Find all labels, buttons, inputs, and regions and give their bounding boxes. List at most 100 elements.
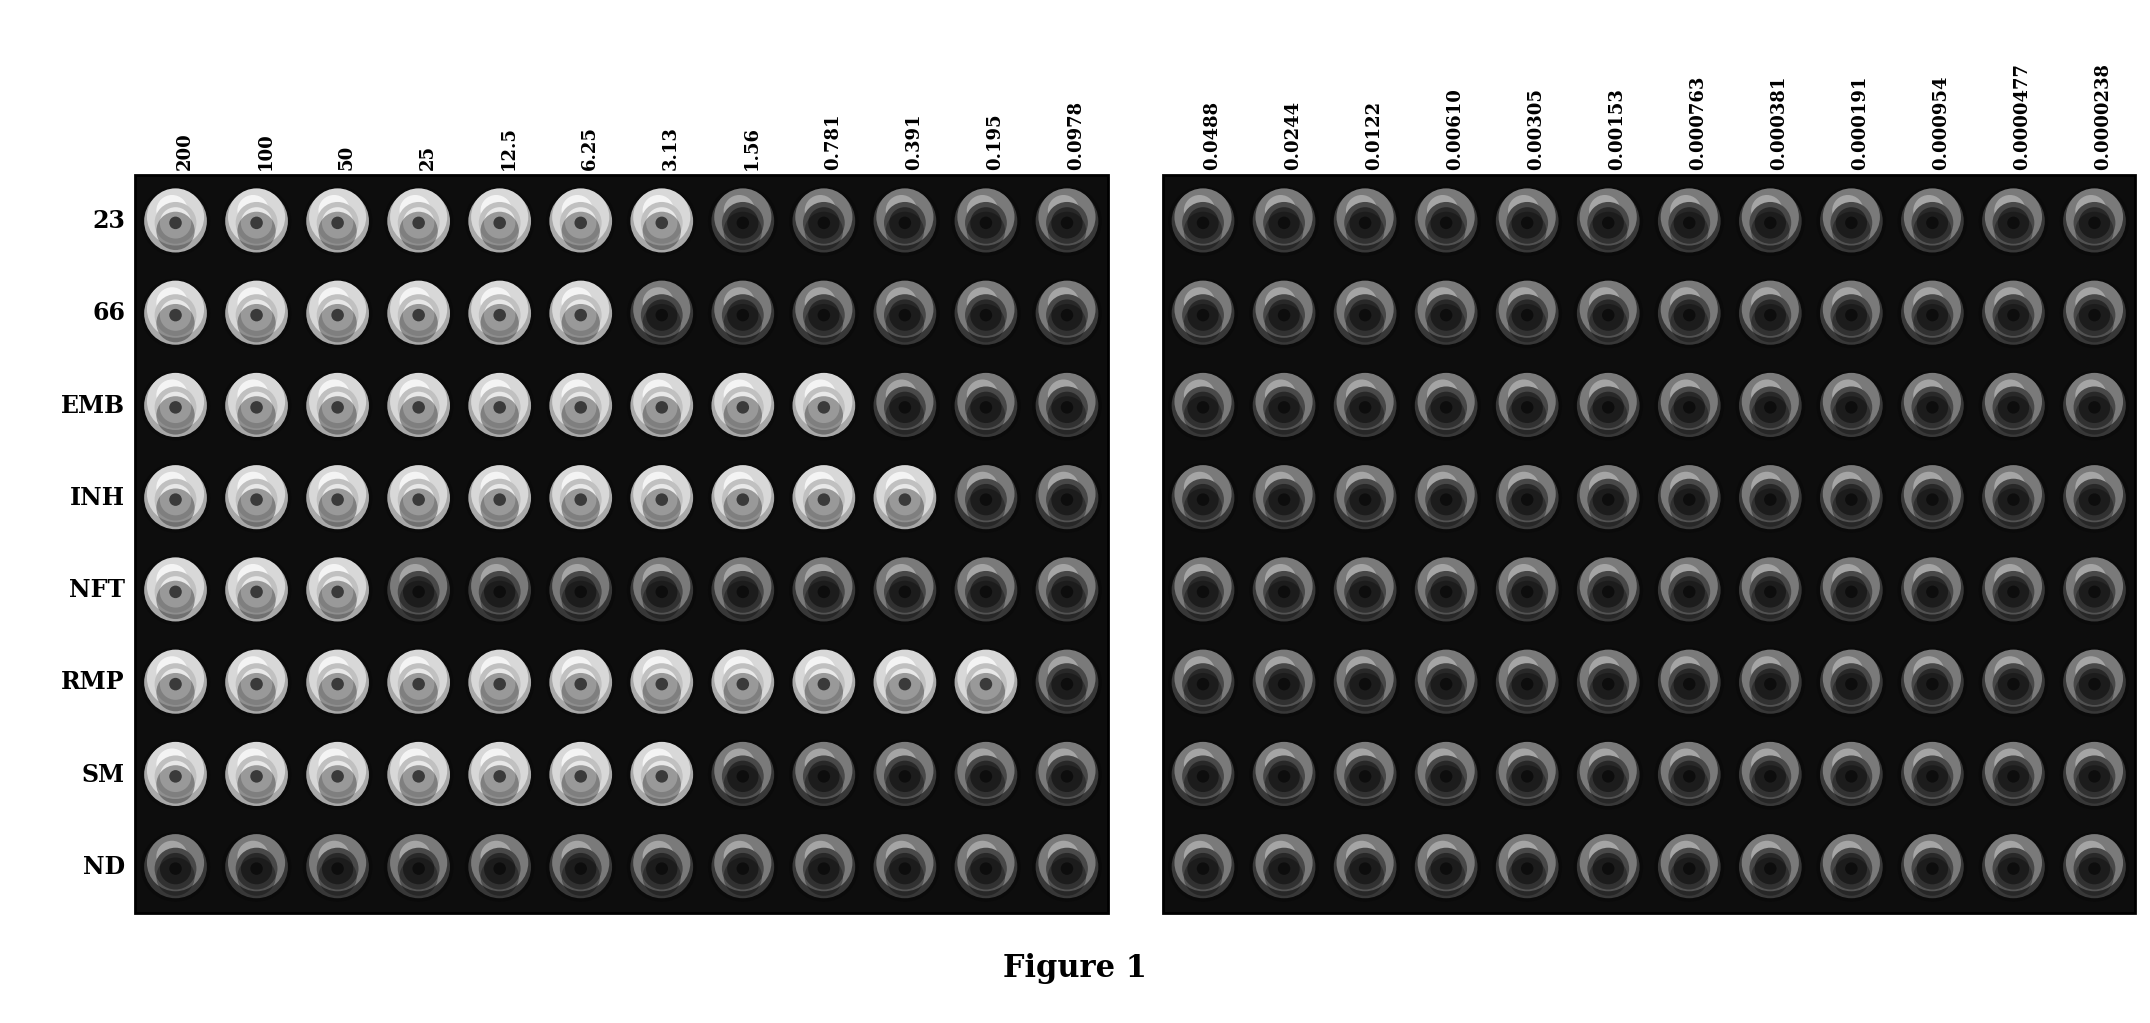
Text: 0.000191: 0.000191 [1851, 76, 1868, 170]
Circle shape [1926, 217, 1939, 229]
Circle shape [1264, 749, 1296, 780]
Circle shape [241, 668, 273, 700]
Circle shape [1671, 857, 1709, 896]
Circle shape [1350, 392, 1380, 424]
Circle shape [727, 484, 759, 516]
Circle shape [1440, 862, 1453, 875]
Circle shape [1047, 765, 1086, 803]
Circle shape [1520, 770, 1533, 783]
Circle shape [641, 663, 684, 705]
Circle shape [479, 656, 512, 687]
Circle shape [1742, 558, 1800, 615]
Circle shape [957, 742, 1015, 799]
Circle shape [1901, 189, 1963, 253]
Circle shape [804, 841, 836, 872]
Circle shape [725, 380, 755, 411]
Circle shape [968, 287, 998, 318]
Circle shape [484, 300, 516, 330]
Circle shape [2073, 295, 2116, 336]
Circle shape [413, 309, 426, 321]
Circle shape [400, 396, 439, 435]
Circle shape [236, 571, 277, 613]
Circle shape [1507, 479, 1548, 521]
Circle shape [647, 668, 677, 700]
Circle shape [1742, 372, 1800, 430]
Circle shape [714, 834, 772, 891]
Circle shape [479, 841, 512, 872]
Circle shape [1739, 189, 1802, 253]
Circle shape [1198, 401, 1208, 413]
Circle shape [634, 188, 690, 246]
Circle shape [1038, 558, 1096, 615]
Circle shape [1593, 668, 1623, 700]
Circle shape [1346, 581, 1385, 619]
Circle shape [1653, 186, 1724, 256]
Circle shape [1359, 309, 1372, 321]
Circle shape [656, 862, 669, 875]
Circle shape [1359, 678, 1372, 691]
Circle shape [2073, 387, 2116, 429]
Circle shape [1253, 651, 1316, 714]
Circle shape [140, 648, 211, 717]
Circle shape [155, 387, 196, 429]
Circle shape [1823, 188, 1879, 246]
Circle shape [226, 466, 288, 529]
Circle shape [1430, 208, 1462, 238]
Circle shape [957, 834, 1015, 891]
Circle shape [643, 749, 673, 780]
Circle shape [970, 484, 1002, 516]
Circle shape [643, 304, 682, 343]
Circle shape [899, 493, 912, 506]
Circle shape [1587, 202, 1630, 243]
Circle shape [492, 493, 505, 506]
Circle shape [647, 392, 677, 424]
Circle shape [1051, 208, 1084, 238]
Circle shape [1415, 189, 1477, 253]
Circle shape [464, 278, 535, 348]
Circle shape [1032, 370, 1101, 441]
Circle shape [1047, 472, 1079, 503]
Circle shape [2060, 463, 2128, 533]
Circle shape [1995, 396, 2032, 435]
Circle shape [1185, 212, 1221, 250]
Circle shape [400, 472, 430, 503]
Circle shape [413, 585, 426, 598]
Circle shape [1182, 571, 1223, 613]
Circle shape [1264, 472, 1296, 503]
Circle shape [1198, 862, 1208, 875]
Circle shape [1671, 488, 1709, 527]
Text: Figure 1: Figure 1 [1004, 952, 1146, 983]
Circle shape [1410, 278, 1481, 348]
Circle shape [479, 387, 520, 429]
Circle shape [1926, 678, 1939, 691]
Circle shape [722, 663, 763, 705]
Circle shape [1997, 484, 2030, 516]
Circle shape [241, 576, 273, 608]
Text: 0.781: 0.781 [823, 114, 843, 170]
Circle shape [1589, 765, 1628, 803]
Circle shape [1249, 740, 1318, 809]
Circle shape [1668, 571, 1709, 613]
Circle shape [1580, 372, 1636, 430]
Circle shape [1750, 765, 1789, 803]
Circle shape [561, 195, 593, 226]
Circle shape [228, 188, 286, 246]
Circle shape [1185, 581, 1221, 619]
Circle shape [1428, 564, 1458, 595]
Circle shape [737, 585, 748, 598]
Text: RMP: RMP [62, 670, 125, 695]
Circle shape [236, 287, 269, 318]
Circle shape [1901, 836, 1963, 898]
Text: 3.13: 3.13 [662, 126, 679, 170]
Circle shape [2008, 678, 2019, 691]
Circle shape [400, 656, 430, 687]
Circle shape [1898, 740, 1967, 809]
Circle shape [980, 678, 991, 691]
Circle shape [565, 484, 596, 516]
Circle shape [643, 673, 682, 711]
Circle shape [559, 848, 602, 890]
Circle shape [1415, 651, 1477, 714]
Circle shape [1653, 463, 1724, 533]
Circle shape [1051, 761, 1084, 792]
Circle shape [1440, 493, 1453, 506]
